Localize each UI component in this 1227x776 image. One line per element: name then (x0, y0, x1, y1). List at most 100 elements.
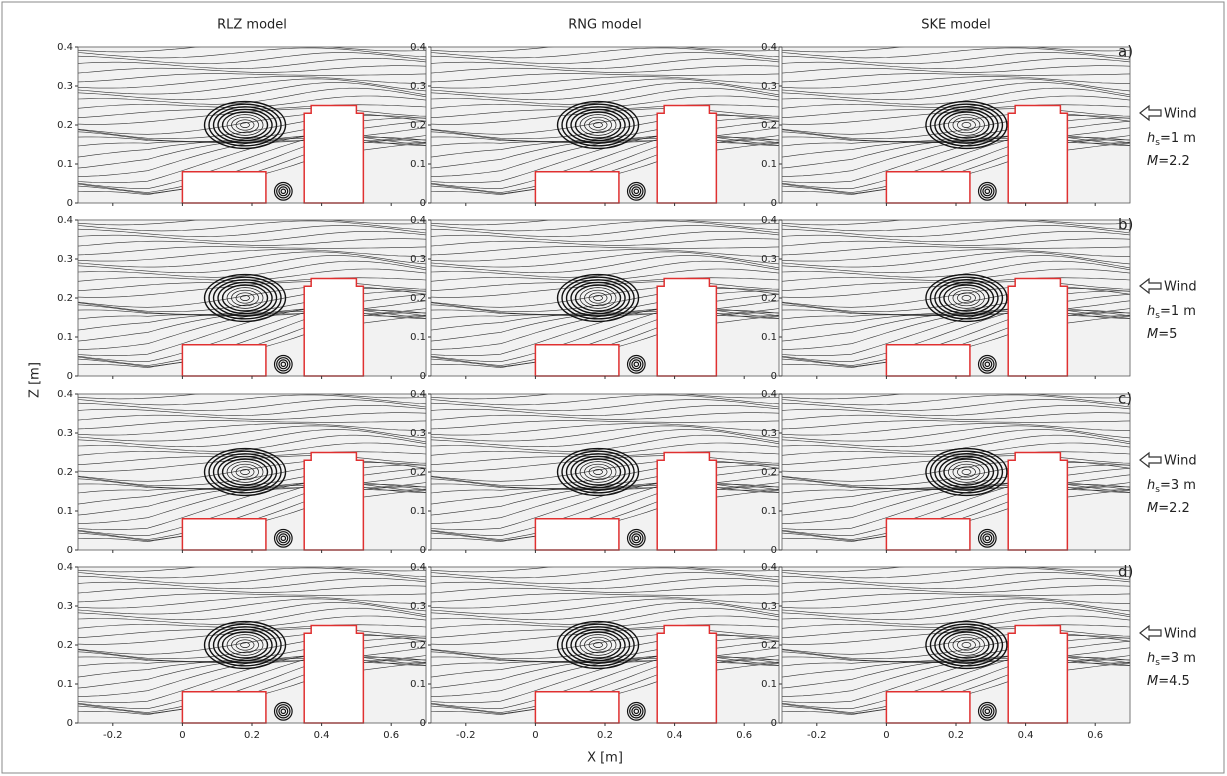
streamline (78, 134, 426, 190)
tall-building (1007, 104, 1069, 204)
streamline (78, 481, 426, 537)
streamline (431, 628, 779, 645)
vortex (952, 636, 981, 654)
vortex (231, 636, 259, 654)
hs-part: s (1155, 658, 1160, 668)
streamline (78, 394, 426, 406)
low-building (885, 171, 971, 204)
streamline (78, 429, 426, 447)
streamline (782, 481, 1130, 537)
streamline (78, 137, 426, 193)
small-vortex (273, 181, 293, 201)
small-vortex (629, 531, 644, 546)
vortex (203, 100, 287, 150)
y-tick-label: 0.3 (410, 254, 426, 265)
y-tick-label: 0.2 (57, 640, 73, 651)
vortex (570, 628, 626, 662)
streamline (78, 657, 426, 713)
vortex (217, 281, 273, 315)
small-vortex (982, 706, 993, 717)
y-tick-label: 0.4 (57, 215, 73, 226)
streamline (431, 567, 779, 573)
streamline (431, 47, 779, 53)
streamline (78, 78, 426, 95)
vortex (574, 111, 622, 139)
streamline (78, 290, 426, 315)
small-vortex (280, 361, 287, 368)
streamline (78, 52, 426, 64)
vortex (221, 631, 269, 659)
y-tick-label: 0 (420, 371, 426, 382)
vortex (240, 122, 250, 128)
streamline (431, 65, 779, 74)
streamline (78, 47, 426, 59)
streamline (431, 135, 779, 158)
streamline (78, 220, 426, 226)
x-tick-label: 0.2 (244, 730, 260, 741)
streamline (431, 281, 779, 298)
small-vortex (980, 357, 995, 372)
streamline (431, 462, 779, 486)
vortex (208, 450, 282, 494)
streamline (782, 246, 1130, 256)
vortex (957, 119, 976, 131)
streamline (78, 310, 426, 366)
streamline (782, 73, 1130, 83)
y-tick-label: 0.3 (761, 428, 777, 439)
vortex (556, 273, 640, 323)
vortex (561, 450, 635, 494)
vortex (231, 463, 259, 481)
streamline (78, 251, 426, 268)
small-vortex (626, 528, 646, 548)
vortex (235, 466, 255, 478)
streamline (78, 238, 426, 247)
vortex (929, 450, 1004, 494)
vortex (588, 639, 608, 651)
streamline (782, 482, 1130, 505)
small-vortex (977, 354, 997, 374)
vortex (579, 114, 617, 136)
y-tick-label: 0 (67, 545, 73, 556)
small-vortex (633, 361, 640, 368)
streamline (431, 657, 779, 713)
small-vortex (629, 184, 644, 199)
hs-part: =3 m (1160, 651, 1196, 666)
streamline (782, 78, 1130, 95)
m-part: =2.2 (1158, 154, 1190, 169)
streamline (78, 567, 426, 579)
small-vortex (626, 354, 646, 374)
x-tick-label: 0 (179, 730, 185, 741)
streamline (78, 115, 426, 139)
streamline (431, 225, 779, 237)
hs-part: h (1147, 651, 1155, 666)
streamline (431, 108, 779, 125)
hs-part: h (1147, 131, 1155, 146)
vortex (584, 463, 612, 481)
vortex (925, 100, 1008, 150)
streamline (782, 285, 1130, 308)
small-vortex (278, 186, 289, 197)
streamline (782, 255, 1130, 273)
y-tick-label: 0.1 (57, 159, 73, 170)
streamline (431, 484, 779, 540)
streamline (782, 425, 1130, 442)
vortex (231, 116, 259, 134)
y-tick-label: 0.4 (57, 562, 73, 573)
x-tick-label: 0 (532, 730, 538, 741)
panel: 0 0.1 0.2 0.3 0.4 (410, 42, 780, 209)
small-vortex (982, 359, 993, 370)
streamline (431, 596, 779, 609)
column-title: RLZ model (217, 18, 287, 33)
vortex (561, 623, 635, 667)
x-tick-label: 0.4 (1018, 730, 1034, 741)
streamline (78, 637, 426, 662)
m-part: M (1147, 674, 1158, 689)
streamline (431, 399, 779, 411)
vortex (208, 623, 282, 667)
wind-arrow (1139, 104, 1162, 122)
tall-building (303, 277, 365, 377)
streamline (78, 423, 426, 436)
streamline (782, 654, 1130, 710)
streamline (431, 635, 779, 659)
